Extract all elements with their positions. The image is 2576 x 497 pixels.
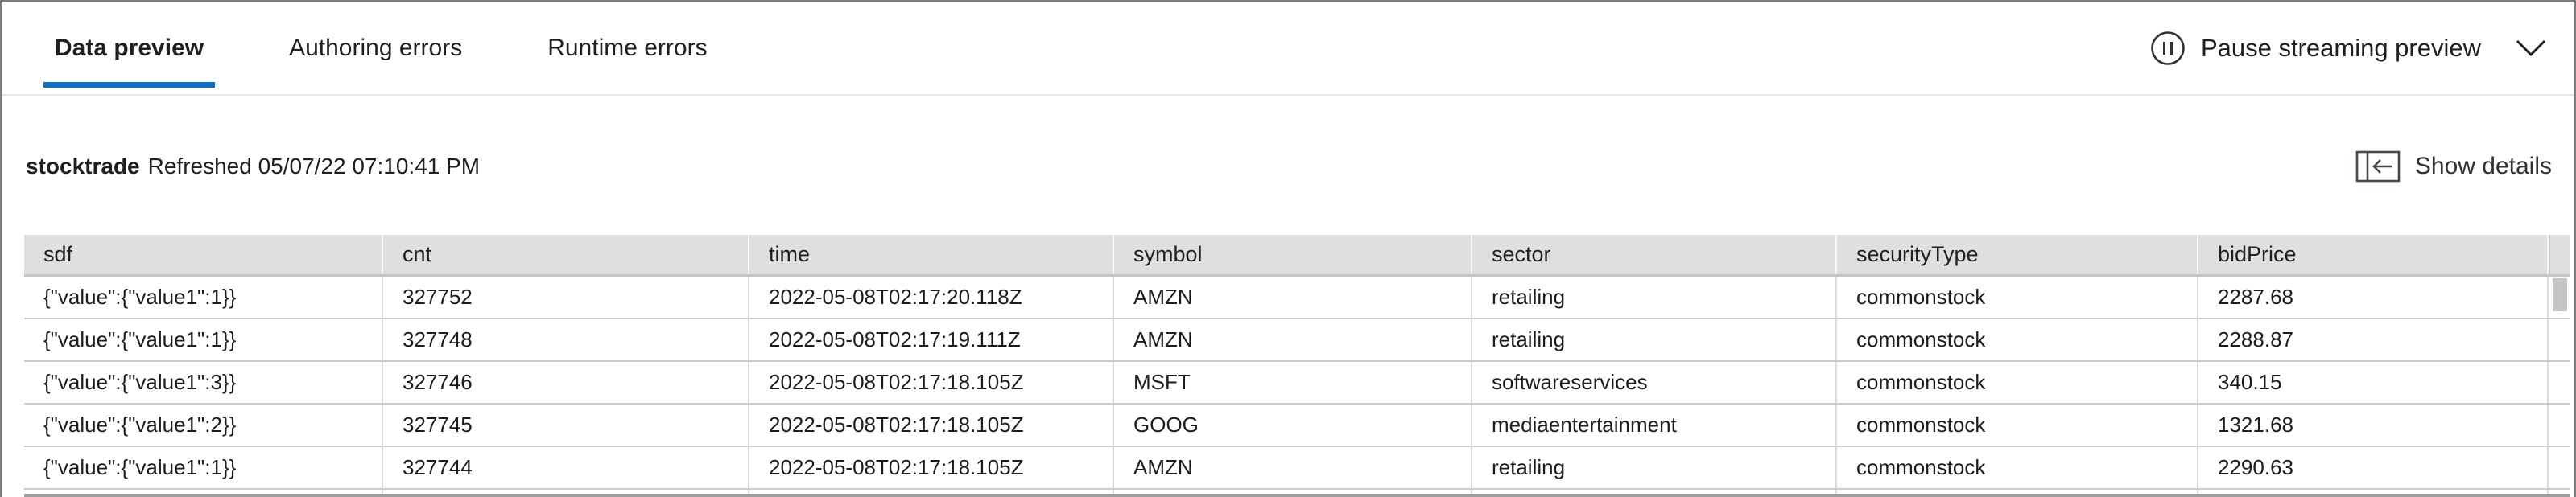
tab-data-preview[interactable]: Data preview (43, 2, 216, 94)
source-name: stocktrade (26, 153, 140, 179)
cell-sdf: {"value":{"value1":1}} (24, 447, 383, 488)
cell-bidPrice: 2290.63 (2198, 447, 2549, 488)
pause-streaming-button[interactable]: Pause streaming preview (2149, 30, 2481, 67)
column-header-sdf: sdf (24, 235, 383, 274)
refreshed-text: Refreshed 05/07/22 07:10:41 PM (147, 153, 481, 179)
cell-bidPrice: 340.15 (2198, 362, 2549, 403)
cell-sdf: {"value":{"value1":2}} (24, 405, 383, 446)
table-row: {"value":{"value1":3}} 327746 2022-05-08… (24, 362, 2570, 405)
cell-cnt: 327752 (383, 277, 749, 318)
refresh-status: stocktrade Refreshed 05/07/22 07:10:41 PM (26, 154, 480, 179)
tab-label: Runtime errors (547, 34, 708, 61)
cell-sector: retailing (1472, 277, 1837, 318)
cell-time: 2022-05-08T02:17:18.105Z (749, 362, 1114, 403)
scrollbar-gutter (2549, 235, 2570, 274)
tab-label: Authoring errors (289, 34, 463, 61)
tab-bar: Data preview Authoring errors Runtime er… (2, 2, 2574, 96)
cell-securityType: commonstock (1837, 447, 2198, 488)
cell-sdf: {"value":{"value1":1}} (24, 277, 383, 318)
cell-sector: softwareservices (1472, 362, 1837, 403)
cell-bidPrice: 1321.68 (2198, 405, 2549, 446)
column-header-time: time (749, 235, 1114, 274)
horizontal-scrollbar[interactable] (24, 494, 2570, 497)
column-header-sector: sector (1472, 235, 1837, 274)
cell-sector: mediaentertainment (1472, 405, 1837, 446)
cell-time: 2022-05-08T02:17:18.105Z (749, 447, 1114, 488)
cell-time: 2022-05-08T02:17:18.105Z (749, 405, 1114, 446)
chevron-down-icon[interactable] (2515, 38, 2547, 59)
show-details-label: Show details (2414, 152, 2552, 179)
table-row: {"value":{"value1":1}} 327748 2022-05-08… (24, 319, 2570, 362)
pause-circle-icon (2149, 30, 2186, 67)
cell-cnt: 327745 (383, 405, 749, 446)
column-header-bidPrice: bidPrice (2198, 235, 2549, 274)
table-row-clipped (24, 490, 2570, 494)
column-header-symbol: symbol (1114, 235, 1472, 274)
grid-header-row: sdf cnt time symbol sector securityType … (24, 235, 2570, 277)
table-row: {"value":{"value1":1}} 327752 2022-05-08… (24, 277, 2570, 319)
cell-bidPrice: 2287.68 (2198, 277, 2549, 318)
column-header-cnt: cnt (383, 235, 749, 274)
table-row: {"value":{"value1":2}} 327745 2022-05-08… (24, 405, 2570, 447)
cell-securityType: commonstock (1837, 277, 2198, 318)
cell-sector: retailing (1472, 447, 1837, 488)
cell-symbol: AMZN (1114, 447, 1472, 488)
tab-runtime-errors[interactable]: Runtime errors (536, 2, 718, 94)
vertical-scrollbar-thumb[interactable] (2553, 278, 2567, 311)
cell-sdf: {"value":{"value1":1}} (24, 319, 383, 360)
tab-label: Data preview (55, 34, 204, 61)
open-pane-left-icon (2355, 149, 2401, 184)
cell-symbol: GOOG (1114, 405, 1472, 446)
cell-securityType: commonstock (1837, 319, 2198, 360)
cell-sector: retailing (1472, 319, 1837, 360)
cell-time: 2022-05-08T02:17:19.111Z (749, 319, 1114, 360)
cell-securityType: commonstock (1837, 362, 2198, 403)
cell-symbol: AMZN (1114, 319, 1472, 360)
cell-symbol: MSFT (1114, 362, 1472, 403)
cell-cnt: 327746 (383, 362, 749, 403)
cell-time: 2022-05-08T02:17:20.118Z (749, 277, 1114, 318)
cell-sdf: {"value":{"value1":3}} (24, 362, 383, 403)
table-row: {"value":{"value1":1}} 327744 2022-05-08… (24, 447, 2570, 490)
pause-streaming-label: Pause streaming preview (2200, 33, 2481, 62)
preview-info-row: stocktrade Refreshed 05/07/22 07:10:41 PM… (26, 97, 2552, 235)
tab-authoring-errors[interactable]: Authoring errors (278, 2, 473, 94)
stream-controls: Pause streaming preview (2149, 30, 2547, 67)
column-header-securityType: securityType (1837, 235, 2198, 274)
show-details-button[interactable]: Show details (2355, 149, 2552, 184)
cell-cnt: 327748 (383, 319, 749, 360)
tab-list: Data preview Authoring errors Runtime er… (43, 2, 719, 94)
cell-bidPrice: 2288.87 (2198, 319, 2549, 360)
cell-securityType: commonstock (1837, 405, 2198, 446)
cell-symbol: AMZN (1114, 277, 1472, 318)
cell-cnt: 327744 (383, 447, 749, 488)
preview-data-grid: sdf cnt time symbol sector securityType … (24, 235, 2570, 497)
